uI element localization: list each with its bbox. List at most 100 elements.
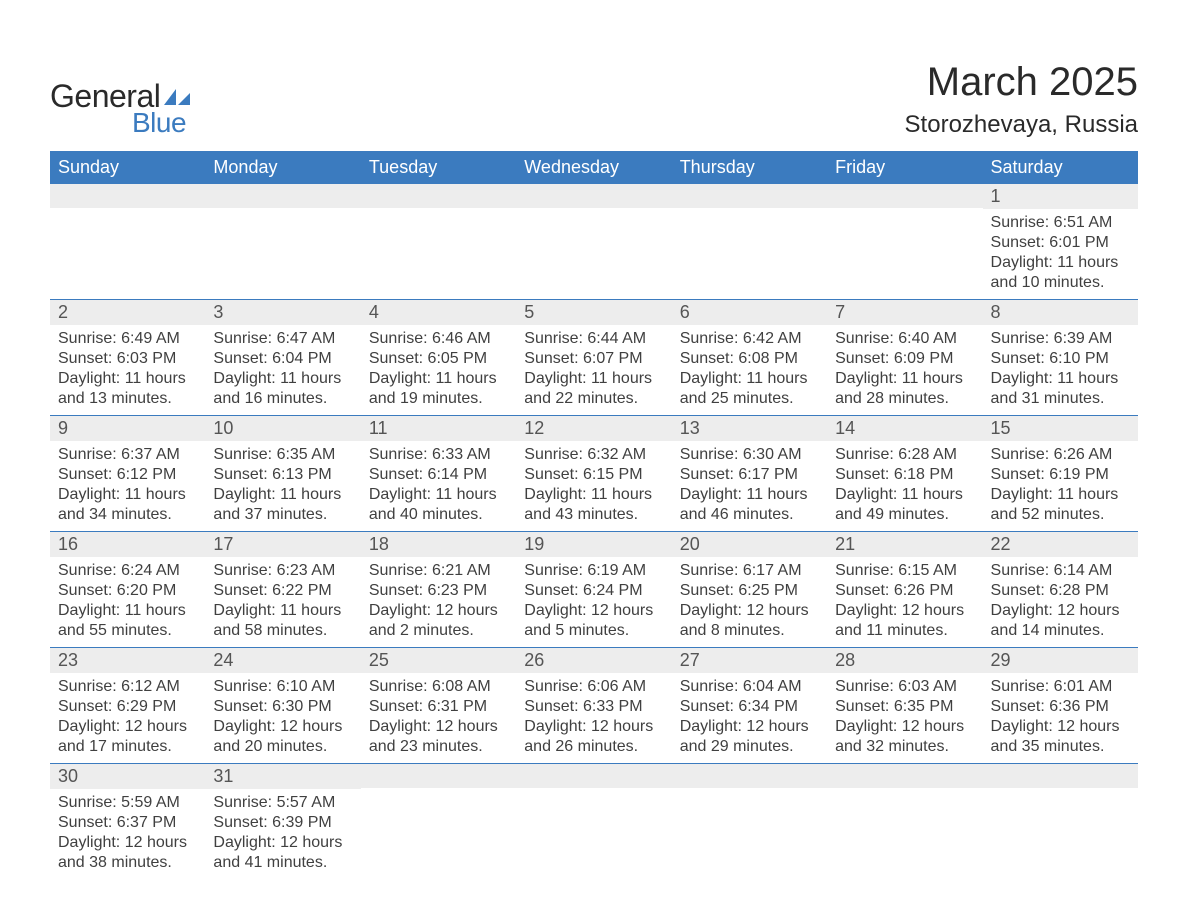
- daylight-line: Daylight: 12 hours and 41 minutes.: [213, 833, 352, 873]
- calendar-cell: 30Sunrise: 5:59 AMSunset: 6:37 PMDayligh…: [50, 764, 205, 880]
- sunset-line: Sunset: 6:22 PM: [213, 581, 352, 601]
- daylight-line: Daylight: 11 hours and 37 minutes.: [213, 485, 352, 525]
- day-number: 12: [516, 416, 671, 441]
- sunrise-line: Sunrise: 6:42 AM: [680, 329, 819, 349]
- sunrise-line: Sunrise: 6:01 AM: [991, 677, 1130, 697]
- calendar-cell: 14Sunrise: 6:28 AMSunset: 6:18 PMDayligh…: [827, 416, 982, 532]
- day-number: 15: [983, 416, 1138, 441]
- day-number: 22: [983, 532, 1138, 557]
- day-body: [827, 788, 982, 858]
- calendar-cell: [983, 764, 1138, 880]
- day-number: 6: [672, 300, 827, 325]
- day-number: 14: [827, 416, 982, 441]
- calendar-cell: 19Sunrise: 6:19 AMSunset: 6:24 PMDayligh…: [516, 532, 671, 648]
- sunset-line: Sunset: 6:31 PM: [369, 697, 508, 717]
- calendar-cell: 8Sunrise: 6:39 AMSunset: 6:10 PMDaylight…: [983, 300, 1138, 416]
- sunrise-line: Sunrise: 6:40 AM: [835, 329, 974, 349]
- day-number: 31: [205, 764, 360, 789]
- daylight-line: Daylight: 11 hours and 40 minutes.: [369, 485, 508, 525]
- calendar-cell: [205, 184, 360, 300]
- calendar-cell: 17Sunrise: 6:23 AMSunset: 6:22 PMDayligh…: [205, 532, 360, 648]
- day-body: Sunrise: 6:21 AMSunset: 6:23 PMDaylight:…: [361, 557, 516, 647]
- sunrise-line: Sunrise: 5:59 AM: [58, 793, 197, 813]
- sunset-line: Sunset: 6:09 PM: [835, 349, 974, 369]
- sunrise-line: Sunrise: 6:39 AM: [991, 329, 1130, 349]
- calendar-table: Sunday Monday Tuesday Wednesday Thursday…: [50, 151, 1138, 879]
- calendar-row: 1Sunrise: 6:51 AMSunset: 6:01 PMDaylight…: [50, 184, 1138, 300]
- day-number: 9: [50, 416, 205, 441]
- sunrise-line: Sunrise: 6:51 AM: [991, 213, 1130, 233]
- daylight-line: Daylight: 12 hours and 26 minutes.: [524, 717, 663, 757]
- sunset-line: Sunset: 6:26 PM: [835, 581, 974, 601]
- sunset-line: Sunset: 6:13 PM: [213, 465, 352, 485]
- day-body: Sunrise: 6:37 AMSunset: 6:12 PMDaylight:…: [50, 441, 205, 531]
- sunset-line: Sunset: 6:20 PM: [58, 581, 197, 601]
- day-number: 8: [983, 300, 1138, 325]
- day-body: Sunrise: 6:04 AMSunset: 6:34 PMDaylight:…: [672, 673, 827, 763]
- title-block: March 2025 Storozhevaya, Russia: [905, 60, 1138, 139]
- calendar-cell: [361, 764, 516, 880]
- calendar-cell: [827, 764, 982, 880]
- day-body: Sunrise: 5:59 AMSunset: 6:37 PMDaylight:…: [50, 789, 205, 879]
- sunset-line: Sunset: 6:30 PM: [213, 697, 352, 717]
- day-body: Sunrise: 6:10 AMSunset: 6:30 PMDaylight:…: [205, 673, 360, 763]
- day-number: 3: [205, 300, 360, 325]
- day-body: Sunrise: 6:47 AMSunset: 6:04 PMDaylight:…: [205, 325, 360, 415]
- weekday-header: Saturday: [983, 151, 1138, 184]
- month-title: March 2025: [905, 60, 1138, 105]
- day-number: 10: [205, 416, 360, 441]
- day-body: Sunrise: 6:30 AMSunset: 6:17 PMDaylight:…: [672, 441, 827, 531]
- calendar-cell: 16Sunrise: 6:24 AMSunset: 6:20 PMDayligh…: [50, 532, 205, 648]
- calendar-body: 1Sunrise: 6:51 AMSunset: 6:01 PMDaylight…: [50, 184, 1138, 879]
- day-body: Sunrise: 6:03 AMSunset: 6:35 PMDaylight:…: [827, 673, 982, 763]
- daylight-line: Daylight: 12 hours and 14 minutes.: [991, 601, 1130, 641]
- calendar-row: 9Sunrise: 6:37 AMSunset: 6:12 PMDaylight…: [50, 416, 1138, 532]
- sunset-line: Sunset: 6:29 PM: [58, 697, 197, 717]
- sunrise-line: Sunrise: 6:35 AM: [213, 445, 352, 465]
- daylight-line: Daylight: 11 hours and 31 minutes.: [991, 369, 1130, 409]
- calendar-row: 23Sunrise: 6:12 AMSunset: 6:29 PMDayligh…: [50, 648, 1138, 764]
- day-body: [50, 208, 205, 278]
- day-number: [361, 184, 516, 208]
- daylight-line: Daylight: 12 hours and 5 minutes.: [524, 601, 663, 641]
- sunset-line: Sunset: 6:07 PM: [524, 349, 663, 369]
- day-body: [516, 788, 671, 858]
- daylight-line: Daylight: 11 hours and 34 minutes.: [58, 485, 197, 525]
- sunset-line: Sunset: 6:23 PM: [369, 581, 508, 601]
- day-number: 7: [827, 300, 982, 325]
- sunset-line: Sunset: 6:35 PM: [835, 697, 974, 717]
- calendar-cell: 27Sunrise: 6:04 AMSunset: 6:34 PMDayligh…: [672, 648, 827, 764]
- day-body: Sunrise: 6:46 AMSunset: 6:05 PMDaylight:…: [361, 325, 516, 415]
- day-number: 28: [827, 648, 982, 673]
- calendar-cell: 20Sunrise: 6:17 AMSunset: 6:25 PMDayligh…: [672, 532, 827, 648]
- calendar-cell: 7Sunrise: 6:40 AMSunset: 6:09 PMDaylight…: [827, 300, 982, 416]
- day-body: [205, 208, 360, 278]
- day-number: 27: [672, 648, 827, 673]
- day-body: Sunrise: 6:01 AMSunset: 6:36 PMDaylight:…: [983, 673, 1138, 763]
- daylight-line: Daylight: 11 hours and 55 minutes.: [58, 601, 197, 641]
- sunrise-line: Sunrise: 6:47 AM: [213, 329, 352, 349]
- brand-logo: General Blue: [50, 78, 190, 139]
- sunrise-line: Sunrise: 6:08 AM: [369, 677, 508, 697]
- calendar-cell: [516, 184, 671, 300]
- day-body: Sunrise: 6:49 AMSunset: 6:03 PMDaylight:…: [50, 325, 205, 415]
- sunrise-line: Sunrise: 6:28 AM: [835, 445, 974, 465]
- daylight-line: Daylight: 11 hours and 46 minutes.: [680, 485, 819, 525]
- calendar-row: 2Sunrise: 6:49 AMSunset: 6:03 PMDaylight…: [50, 300, 1138, 416]
- day-number: 25: [361, 648, 516, 673]
- day-number: [205, 184, 360, 208]
- day-body: [361, 208, 516, 278]
- sunset-line: Sunset: 6:39 PM: [213, 813, 352, 833]
- day-body: Sunrise: 6:51 AMSunset: 6:01 PMDaylight:…: [983, 209, 1138, 299]
- calendar-cell: 23Sunrise: 6:12 AMSunset: 6:29 PMDayligh…: [50, 648, 205, 764]
- day-number: 29: [983, 648, 1138, 673]
- day-body: Sunrise: 6:32 AMSunset: 6:15 PMDaylight:…: [516, 441, 671, 531]
- day-number: 26: [516, 648, 671, 673]
- day-body: Sunrise: 6:28 AMSunset: 6:18 PMDaylight:…: [827, 441, 982, 531]
- day-number: 17: [205, 532, 360, 557]
- daylight-line: Daylight: 11 hours and 19 minutes.: [369, 369, 508, 409]
- day-number: [827, 184, 982, 208]
- day-body: [672, 208, 827, 278]
- daylight-line: Daylight: 11 hours and 16 minutes.: [213, 369, 352, 409]
- sunrise-line: Sunrise: 6:14 AM: [991, 561, 1130, 581]
